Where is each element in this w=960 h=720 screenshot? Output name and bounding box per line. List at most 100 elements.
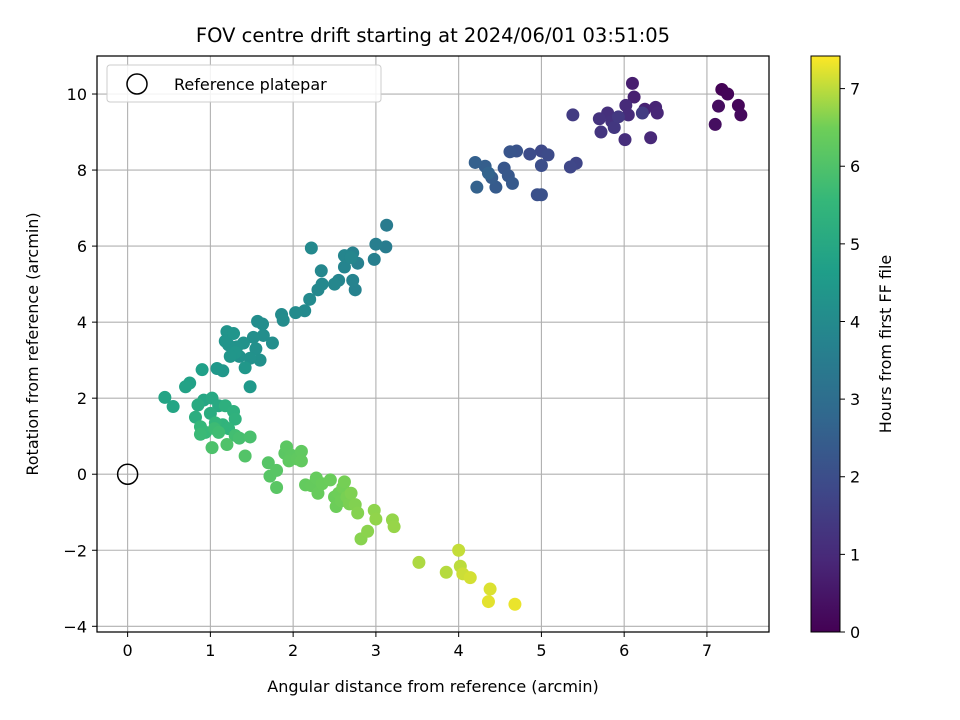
data-point [195, 363, 209, 377]
data-point [253, 353, 267, 367]
data-point [380, 218, 394, 232]
colorbar-tick-label: 5 [850, 235, 860, 254]
legend-marker [126, 73, 148, 95]
data-point [315, 277, 329, 291]
data-point [481, 595, 495, 609]
data-point [503, 145, 517, 159]
x-tick-label: 6 [619, 641, 629, 660]
data-point [534, 158, 548, 172]
legend-entry-reference: Reference platepar [174, 75, 327, 94]
colorbar-label: Hours from first FF file [876, 255, 895, 434]
data-point [193, 427, 207, 441]
data-point [351, 506, 365, 520]
data-point [721, 87, 735, 101]
data-point [607, 120, 621, 134]
y-tick-label: 2 [77, 389, 87, 408]
data-point [594, 125, 608, 139]
data-point [212, 425, 226, 439]
data-point [256, 328, 270, 342]
y-tick-label: 10 [67, 85, 87, 104]
x-tick-label: 4 [454, 641, 464, 660]
data-point [249, 342, 263, 356]
colorbar-tick-label: 0 [850, 623, 860, 642]
data-point [344, 251, 358, 265]
data-point [483, 582, 497, 596]
data-point [337, 475, 351, 489]
data-point [191, 398, 205, 412]
data-point [627, 90, 641, 104]
data-point [227, 327, 241, 341]
data-point [361, 524, 375, 538]
y-axis-label: Rotation from reference (arcmin) [23, 212, 42, 475]
data-point [379, 240, 393, 254]
data-point [635, 106, 649, 120]
grid [97, 56, 769, 632]
data-point [563, 160, 577, 174]
data-point [369, 237, 383, 251]
data-point [367, 252, 381, 266]
colorbar-tick-label: 7 [850, 80, 860, 99]
data-point [452, 543, 466, 557]
data-point [523, 147, 537, 161]
data-point [369, 512, 383, 526]
data-point [270, 463, 284, 477]
data-point [158, 390, 172, 404]
data-point [265, 336, 279, 350]
reference-marker [116, 463, 139, 485]
data-point [541, 148, 555, 162]
data-points [158, 76, 748, 611]
data-point [270, 481, 284, 495]
data-point [314, 264, 328, 278]
data-point [289, 306, 303, 320]
y-tick-label: 0 [77, 465, 87, 484]
data-point [261, 456, 275, 470]
data-point [566, 108, 580, 122]
colorbar-tick-label: 1 [850, 545, 860, 564]
data-point [179, 380, 193, 394]
x-tick-label: 7 [702, 641, 712, 660]
data-point [238, 449, 252, 463]
data-point [232, 431, 246, 445]
data-point [304, 241, 318, 255]
colorbar-tick-label: 4 [850, 312, 860, 331]
axis-ticks: 0 1 2 3 4 5 6 7 −4 −2 0 2 4 6 8 10 [63, 85, 712, 660]
data-point [439, 565, 453, 579]
data-point [621, 108, 635, 122]
colorbar: 0 1 2 3 4 5 6 7 Hours from first FF file [810, 55, 895, 642]
data-point [337, 260, 351, 274]
y-tick-label: 6 [77, 237, 87, 256]
data-point [228, 412, 242, 426]
data-point [166, 400, 180, 414]
data-point [534, 188, 548, 202]
data-point [734, 108, 748, 122]
y-tick-label: 4 [77, 313, 87, 332]
x-tick-label: 2 [288, 641, 298, 660]
data-point [505, 176, 519, 190]
data-point [650, 106, 664, 120]
data-point [592, 112, 606, 126]
colorbar-ticks: 0 1 2 3 4 5 6 7 [840, 80, 860, 642]
data-point [223, 349, 237, 363]
x-tick-label: 5 [536, 641, 546, 660]
data-point [303, 292, 317, 306]
data-point [246, 330, 260, 344]
colorbar-gradient [810, 55, 841, 633]
plot-frame [96, 55, 770, 633]
data-point [470, 180, 484, 194]
x-axis-label: Angular distance from reference (arcmin) [267, 677, 598, 696]
data-point [387, 520, 401, 534]
legend: Reference platepar [106, 64, 382, 103]
data-point [611, 110, 625, 124]
data-point [328, 277, 342, 291]
y-tick-label: −2 [63, 541, 87, 560]
data-point [205, 441, 219, 455]
x-tick-label: 1 [205, 641, 215, 660]
data-point [618, 133, 632, 147]
data-point [463, 571, 477, 585]
data-point [468, 155, 482, 169]
colorbar-tick-label: 6 [850, 157, 860, 176]
data-point [238, 361, 252, 375]
colorbar-tick-label: 2 [850, 468, 860, 487]
